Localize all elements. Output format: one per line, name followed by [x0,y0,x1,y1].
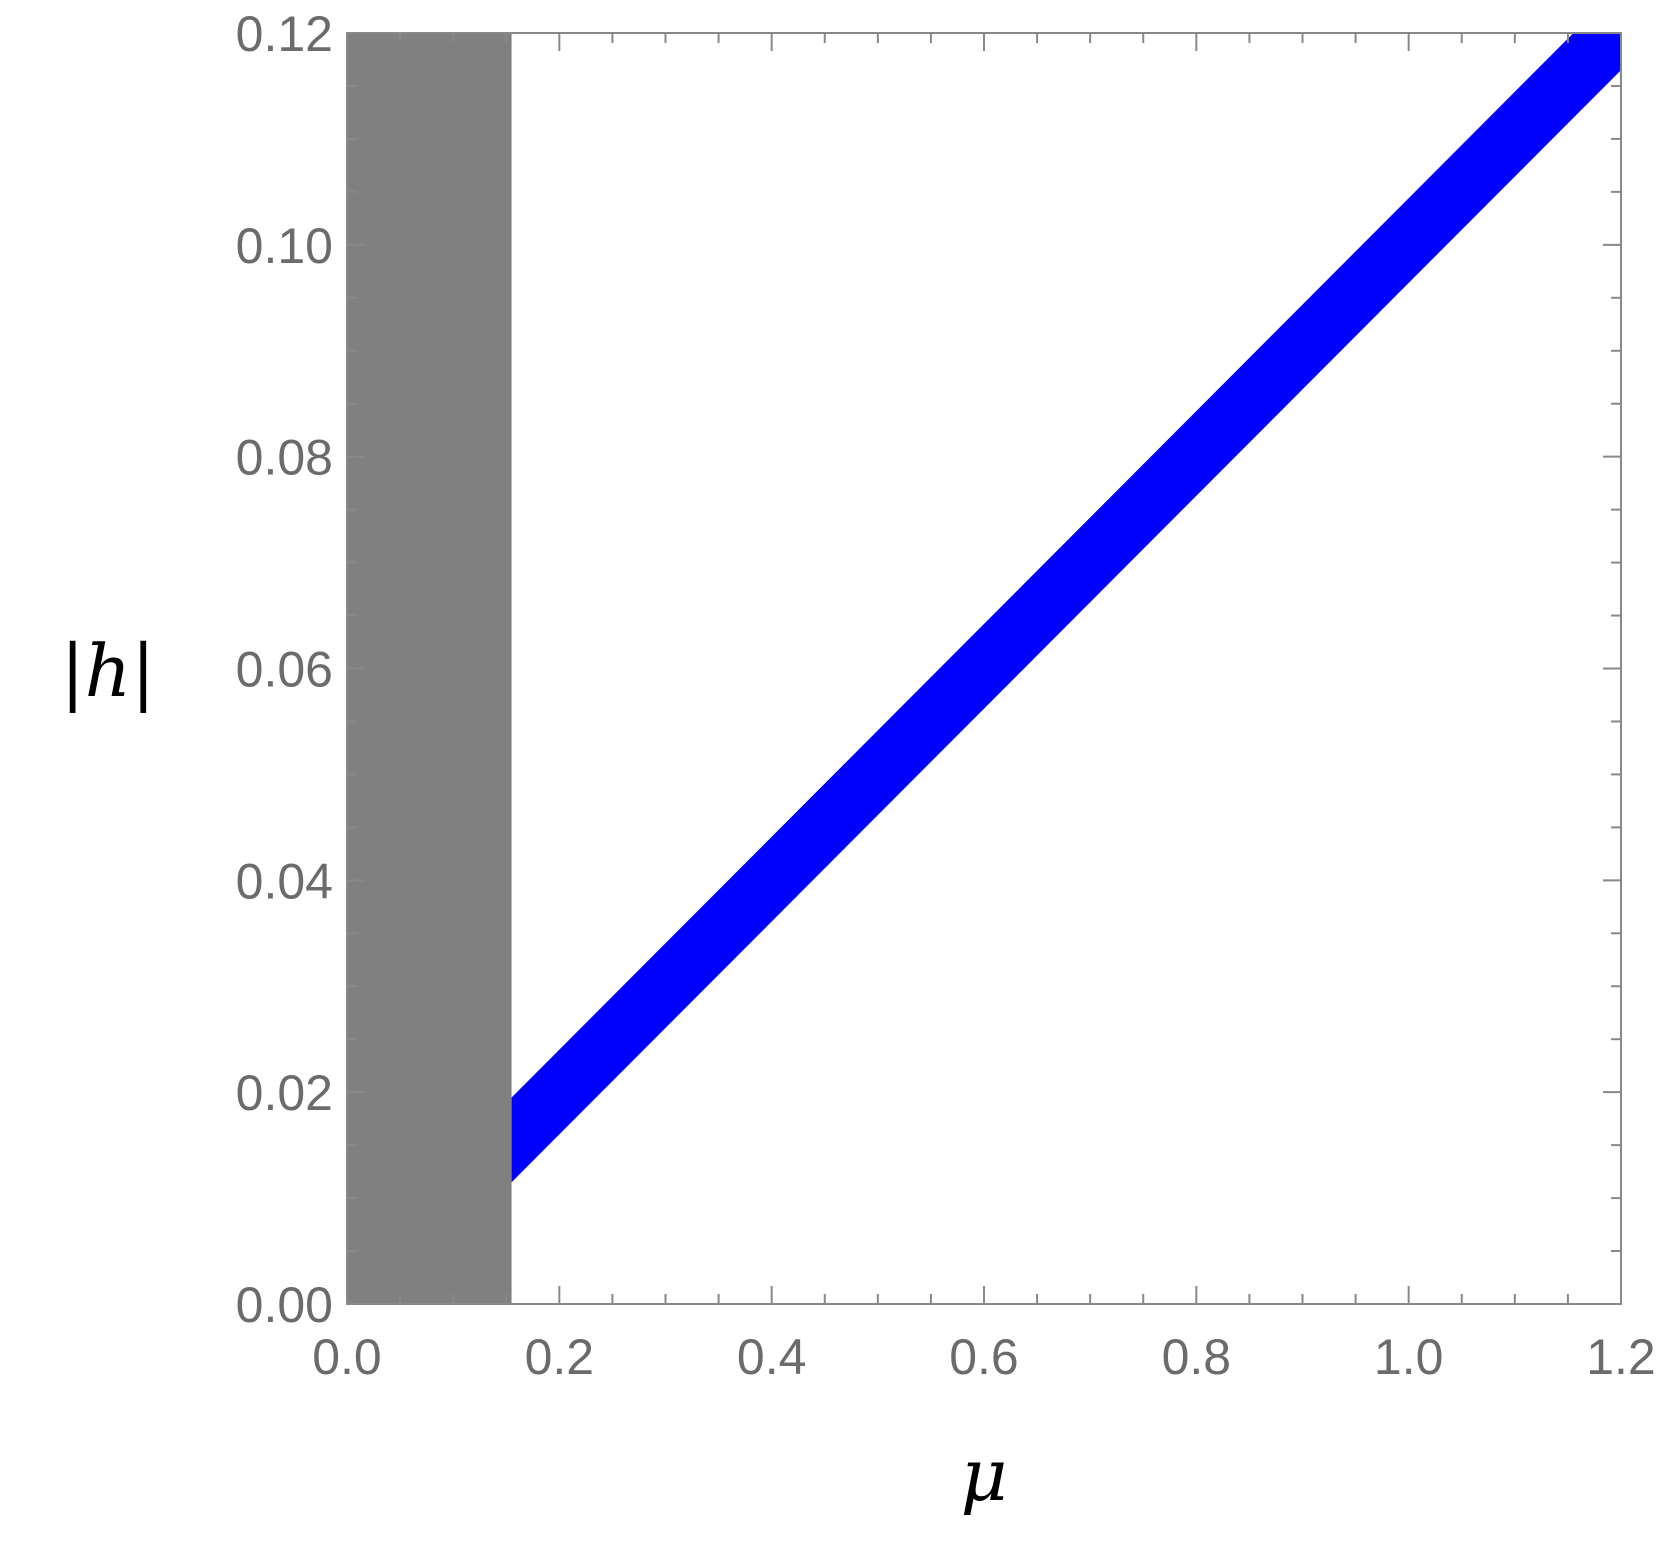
x-tick-label: 0.0 [312,1329,382,1385]
y-tick-label: 0.12 [236,6,333,62]
y-tick-label: 0.02 [236,1065,333,1121]
x-tick-label: 0.6 [949,1329,1019,1385]
x-tick-label: 0.4 [737,1329,807,1385]
y-tick-label: 0.10 [236,218,333,274]
ticks-layer [346,32,1622,1305]
y-tick-label: 0.04 [236,853,333,909]
y-tick-label: 0.08 [236,430,333,486]
x-axis-title: μ [961,1433,1008,1517]
y-tick-label: 0.00 [236,1277,333,1333]
y-tick-label: 0.06 [236,642,333,698]
series-band-0 [511,33,1621,1183]
x-tick-label: 0.8 [1162,1329,1232,1385]
tick-labels-layer: 0.0 0.2 0.4 0.6 0.8 1.0 1.2 0.00 0.02 0.04 0.06 0.0… [236,6,1656,1385]
x-tick-label: 1.0 [1374,1329,1444,1385]
excluded-region [347,33,512,1304]
plot-area [347,33,1621,1304]
y-axis-title: |h| [61,629,156,713]
x-tick-label: 0.2 [525,1329,595,1385]
x-tick-label: 1.2 [1586,1329,1656,1385]
